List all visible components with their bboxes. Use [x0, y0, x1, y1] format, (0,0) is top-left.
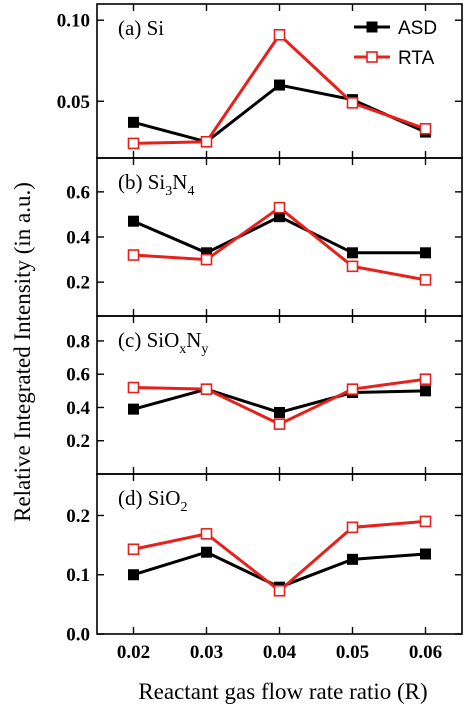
panel-c-ytick-label: 0.4 [66, 398, 90, 419]
panel-b-point-asd [347, 247, 358, 259]
legend-marker-asd [366, 21, 378, 33]
panel-d-point-asd [128, 569, 139, 581]
panel-a-point-rta [127, 137, 140, 150]
panel-d-point-rta [127, 543, 140, 556]
panel-a-point-rta [200, 135, 213, 148]
panel-b-ytick-label: 0.2 [66, 273, 90, 294]
panel-d-point-rta [346, 521, 359, 534]
panel-c-point-rta [127, 381, 140, 394]
panel-a-label: (a) Si [118, 16, 164, 40]
panel-c-point-rta [273, 418, 286, 430]
panel-c-label: (c) SiOxNy [118, 328, 208, 357]
panel-c-point-rta [200, 383, 213, 395]
panel-a-ytick-label: 0.10 [57, 11, 90, 32]
panel-b-ytick-label: 0.6 [66, 182, 90, 203]
panel-b-point-rta [200, 253, 213, 266]
legend-label-asd: ASD [398, 18, 437, 39]
panel-d-label: (d) SiO2 [118, 486, 187, 515]
x-tick-label: 0.02 [117, 642, 150, 663]
panel-a: 0.05 0.10 (a) Si [57, 3, 463, 159]
x-axis-label: Reactant gas flow rate ratio (R) [138, 679, 427, 704]
panel-d-point-asd [347, 553, 358, 565]
x-axis: 0.02 0.03 0.04 0.05 0.06 [117, 642, 442, 663]
panel-c-point-asd [420, 385, 431, 397]
panel-c-ytick-label: 0.2 [66, 431, 90, 452]
panel-b-label: (b) Si3N4 [118, 170, 194, 199]
legend-marker-rta [366, 51, 378, 63]
panel-d-ytick-label: 0.0 [66, 625, 90, 646]
panel-a-point-rta [419, 123, 432, 135]
panel-b-point-rta [419, 274, 432, 286]
panel-c: 0.2 0.4 0.6 0.8 (c) SiOxNy [66, 315, 463, 475]
panel-c-point-asd [128, 403, 139, 415]
panel-a-point-asd [128, 116, 139, 128]
panel-c-ytick-label: 0.8 [66, 331, 90, 352]
panel-c-point-rta [419, 373, 432, 386]
panel-d-point-rta [200, 528, 213, 540]
panel-b-point-rta [273, 201, 286, 214]
panel-d-point-rta [419, 515, 432, 528]
y-axis-label: Relative Integrated Intensity (in a.u.) [10, 182, 35, 522]
x-tick-label: 0.05 [336, 642, 369, 663]
legend: ASD RTA [354, 18, 437, 69]
x-tick-label: 0.06 [409, 642, 442, 663]
panel-a-point-asd [274, 79, 285, 91]
panel-a-point-rta [273, 28, 286, 41]
panel-d-ytick-label: 0.2 [66, 506, 90, 527]
panel-d: 0.0 0.1 0.2 (d) SiO2 [66, 473, 463, 646]
panel-c-point-asd [274, 406, 285, 418]
panel-d-ytick-label: 0.1 [66, 565, 90, 586]
panel-b-point-rta [346, 260, 359, 273]
panel-b: 0.2 0.4 0.6 (b) Si3N4 [66, 157, 463, 317]
panel-b-ytick-label: 0.4 [66, 228, 90, 249]
panel-d-point-rta [273, 584, 286, 597]
panel-b-point-asd [420, 247, 431, 259]
x-tick-label: 0.03 [190, 642, 223, 663]
legend-label-rta: RTA [398, 48, 435, 69]
panel-c-ytick-label: 0.6 [66, 365, 90, 386]
panel-a-point-rta [346, 97, 359, 109]
panel-b-point-asd [128, 215, 139, 227]
panel-d-point-asd [420, 548, 431, 560]
panel-a-ytick-label: 0.05 [57, 92, 90, 113]
panel-d-point-asd [201, 546, 212, 558]
panels: 0.050.10 (a) Si0.20.40.6 (b) Si3N40.20.40.… [57, 3, 463, 646]
panel-c-point-rta [346, 383, 359, 395]
x-tick-label: 0.04 [263, 642, 297, 663]
panel-b-point-rta [127, 249, 140, 261]
